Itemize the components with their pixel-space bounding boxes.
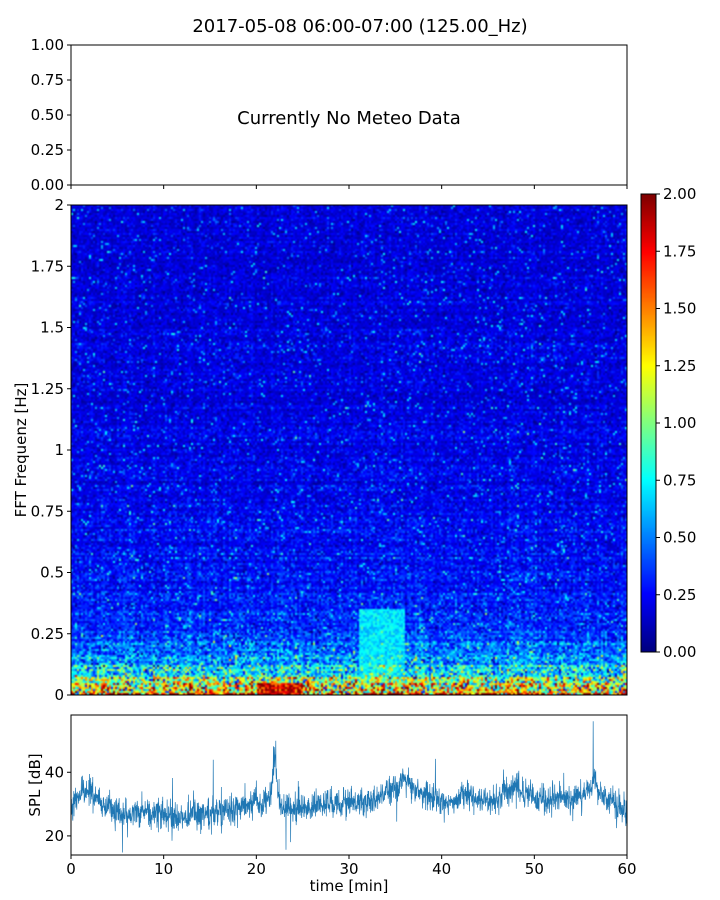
- colorbar-tick-label: 1.50: [663, 300, 696, 318]
- colorbar-axis: 0.00 0.25 0.50 0.75 1.00 1.25 1.50 1.75 2.00: [656, 185, 696, 661]
- colorbar-tick-label: 0.25: [663, 586, 696, 604]
- spl-y-label: SPL [dB]: [26, 753, 44, 816]
- meteo-plot-area: [71, 45, 627, 185]
- spectrogram-y-axis: 0 0.25 0.5 0.75 1 1.25 1.5 1.75 2: [31, 196, 71, 704]
- spectrogram-y-label: FFT Frequenz [Hz]: [12, 383, 30, 518]
- spl-x-label: time [min]: [310, 877, 389, 895]
- colorbar-tick-label: 1.00: [663, 414, 696, 432]
- spl-x-tick-label: 50: [525, 860, 544, 878]
- spectrogram-image: [71, 205, 627, 695]
- colorbar-tick-label: 2.00: [663, 185, 696, 203]
- spl-x-tick-label: 40: [432, 860, 451, 878]
- spl-line: [71, 721, 627, 853]
- spectrogram-y-tick-label: 1.25: [31, 380, 64, 398]
- spectrogram-y-tick-label: 0: [54, 686, 64, 704]
- colorbar-gradient: [641, 194, 656, 652]
- meteo-y-tick-label: 0.00: [31, 176, 64, 194]
- colorbar: 0.00 0.25 0.50 0.75 1.00 1.25 1.50 1.75 2.00: [640, 185, 696, 661]
- meteo-no-data-text: Currently No Meteo Data: [237, 108, 461, 129]
- spl-x-axis: 0 10 20 30 40 50 60: [66, 855, 637, 878]
- figure-title: 2017-05-08 06:00-07:00 (125.00_Hz): [192, 16, 527, 37]
- spl-frame: [70, 714, 628, 856]
- spectrogram-y-tick-label: 0.25: [31, 625, 64, 643]
- meteo-y-axis: 0.00 0.25 0.50 0.75 1.00: [31, 36, 71, 194]
- meteo-panel: Currently No Meteo Data 0.00 0.25 0.50 0.75…: [31, 36, 628, 194]
- spectrogram-frame: [70, 204, 628, 696]
- meteo-y-tick-label: 0.50: [31, 106, 64, 124]
- spectrogram-y-tick-label: 0.5: [40, 564, 64, 582]
- meteo-frame: [70, 44, 628, 186]
- spl-series: [71, 721, 627, 853]
- meteo-y-tick-label: 0.75: [31, 71, 64, 89]
- colorbar-tick-label: 0.00: [663, 643, 696, 661]
- colorbar-tick-label: 1.75: [663, 242, 696, 260]
- spectrogram-y-tick-label: 1: [54, 441, 64, 459]
- spl-x-tick-label: 10: [154, 860, 173, 878]
- spl-x-tick-label: 20: [247, 860, 266, 878]
- colorbar-tick-label: 1.25: [663, 357, 696, 375]
- spectrogram-y-tick-label: 1.5: [40, 319, 64, 337]
- colorbar-tick-label: 0.75: [663, 471, 696, 489]
- spl-x-tick-label: 30: [339, 860, 358, 878]
- spl-x-tick-label: 60: [617, 860, 636, 878]
- meteo-y-tick-label: 0.25: [31, 141, 64, 159]
- meteo-y-tick-label: 1.00: [31, 36, 64, 54]
- spectrogram-y-tick-label: 1.75: [31, 257, 64, 275]
- spl-y-tick-label: 20: [45, 827, 64, 845]
- spl-x-tick-label: 0: [66, 860, 76, 878]
- meteo-x-axis: [70, 185, 628, 189]
- colorbar-tick-label: 0.50: [663, 529, 696, 547]
- spectrogram-y-tick-label: 0.75: [31, 502, 64, 520]
- spectrogram-panel: 0 0.25 0.5 0.75 1 1.25 1.5 1.75 2 FFT Frequenz […: [12, 196, 628, 704]
- spectrogram-y-tick-label: 2: [54, 196, 64, 214]
- spl-y-tick-label: 40: [45, 763, 64, 781]
